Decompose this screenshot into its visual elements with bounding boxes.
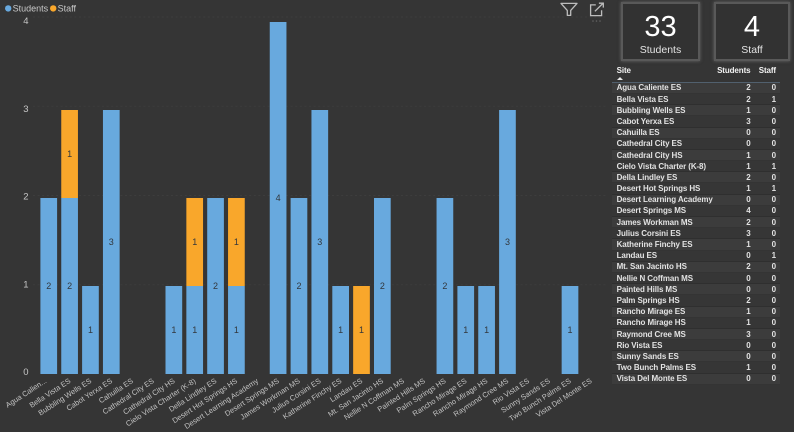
svg-text:1: 1 bbox=[338, 325, 343, 335]
svg-text:0: 0 bbox=[23, 367, 28, 378]
svg-text:1: 1 bbox=[67, 149, 72, 159]
svg-text:2: 2 bbox=[23, 192, 28, 203]
svg-text:3: 3 bbox=[109, 237, 114, 247]
svg-text:2: 2 bbox=[442, 281, 447, 291]
svg-text:1: 1 bbox=[463, 325, 468, 335]
svg-text:Staff: Staff bbox=[58, 3, 77, 13]
svg-text:1: 1 bbox=[567, 325, 572, 335]
svg-text:1: 1 bbox=[234, 237, 239, 247]
svg-text:Students: Students bbox=[13, 3, 49, 13]
svg-text:2: 2 bbox=[67, 281, 72, 291]
svg-text:3: 3 bbox=[505, 237, 510, 247]
svg-text:2: 2 bbox=[213, 281, 218, 291]
svg-text:1: 1 bbox=[234, 325, 239, 335]
svg-text:2: 2 bbox=[46, 281, 51, 291]
svg-text:3: 3 bbox=[23, 104, 28, 115]
svg-text:1: 1 bbox=[484, 325, 489, 335]
svg-text:1: 1 bbox=[192, 325, 197, 335]
svg-text:1: 1 bbox=[192, 237, 197, 247]
svg-text:4: 4 bbox=[276, 193, 281, 203]
svg-text:1: 1 bbox=[171, 325, 176, 335]
svg-text:1: 1 bbox=[23, 279, 28, 290]
svg-text:3: 3 bbox=[317, 237, 322, 247]
svg-text:1: 1 bbox=[359, 325, 364, 335]
svg-text:2: 2 bbox=[380, 281, 385, 291]
svg-text:4: 4 bbox=[23, 16, 28, 27]
svg-text:1: 1 bbox=[88, 325, 93, 335]
svg-text:2: 2 bbox=[296, 281, 301, 291]
